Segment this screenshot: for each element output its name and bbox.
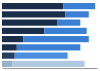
bar (13, 61, 85, 67)
bar (2, 28, 44, 34)
bar (66, 11, 89, 17)
x-axis-line (3, 68, 98, 69)
bar (2, 20, 57, 26)
bar (23, 36, 89, 42)
bar (63, 3, 95, 9)
bar (15, 53, 68, 59)
chart (0, 0, 100, 71)
bar (57, 20, 80, 26)
bar (44, 28, 86, 34)
x-axis (3, 68, 98, 69)
bar (2, 11, 66, 17)
bar (2, 53, 15, 59)
bar (2, 3, 63, 9)
bar (2, 44, 17, 50)
plot-area (2, 3, 98, 68)
bar (17, 44, 81, 50)
series-1 (13, 3, 96, 67)
bar (2, 36, 23, 42)
bars (2, 3, 95, 67)
bar (2, 61, 13, 67)
